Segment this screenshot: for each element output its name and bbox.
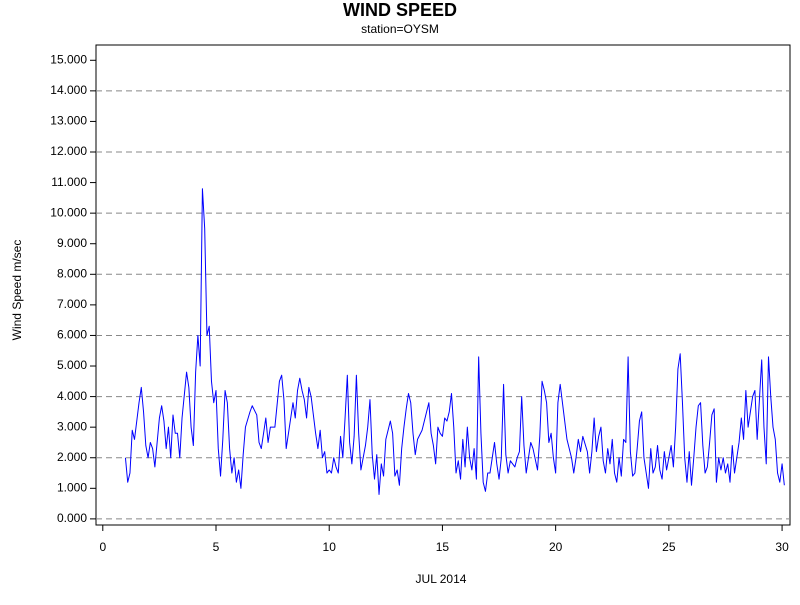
y-tick-label: 6.000 [57, 328, 87, 342]
x-axis-label: JUL 2014 [416, 572, 467, 586]
y-tick-label: 7.000 [57, 297, 87, 311]
y-tick-label: 10.000 [50, 205, 87, 219]
chart-subtitle: station=OYSM [361, 22, 439, 36]
x-tick-label: 30 [775, 540, 789, 554]
y-tick-label: 2.000 [57, 450, 87, 464]
y-tick-label: 12.000 [50, 144, 87, 158]
x-tick-label: 10 [323, 540, 337, 554]
x-tick-label: 0 [99, 540, 106, 554]
x-tick-label: 15 [436, 540, 450, 554]
data-line [124, 188, 785, 495]
y-tick-label: 14.000 [50, 83, 87, 97]
plot-frame [95, 44, 791, 526]
y-tick-label: 5.000 [57, 358, 87, 372]
y-tick-label: 1.000 [57, 480, 87, 494]
y-tick-label: 4.000 [57, 389, 87, 403]
y-axis-label: Wind Speed m/sec [10, 240, 24, 341]
y-tick-label: 15.000 [50, 52, 87, 66]
x-tick-label: 25 [662, 540, 676, 554]
chart-title: WIND SPEED [343, 0, 457, 20]
x-tick-label: 5 [213, 540, 220, 554]
y-tick-label: 3.000 [57, 419, 87, 433]
x-tick-label: 20 [549, 540, 563, 554]
y-tick-label: 8.000 [57, 266, 87, 280]
y-tick-label: 9.000 [57, 236, 87, 250]
y-tick-label: 11.000 [51, 175, 87, 189]
y-tick-label: 0.000 [57, 511, 87, 525]
y-tick-label: 13.000 [50, 114, 87, 128]
